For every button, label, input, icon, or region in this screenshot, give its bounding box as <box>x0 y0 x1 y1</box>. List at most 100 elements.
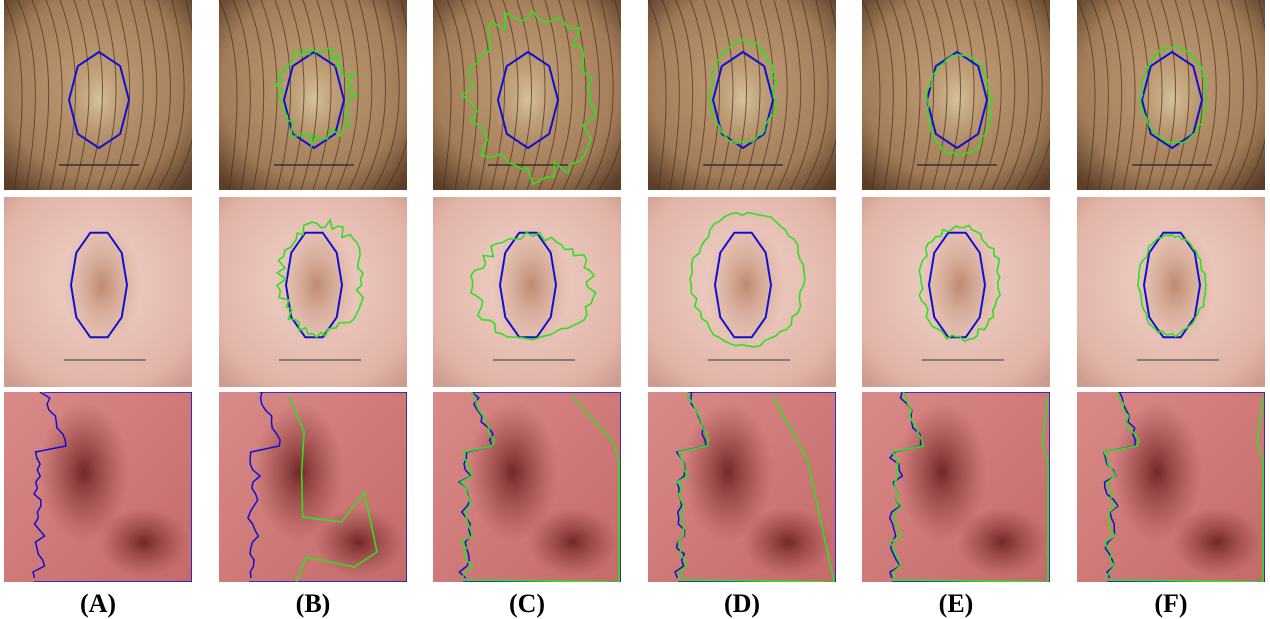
hair <box>991 0 1016 190</box>
lesion <box>39 402 129 542</box>
hair <box>97 0 117 190</box>
segmentation-contour <box>273 47 359 149</box>
lesion <box>683 402 773 542</box>
ground-truth-contour <box>247 392 407 582</box>
segmentation-contour <box>1102 392 1264 582</box>
segmentation-contour <box>469 231 597 341</box>
image-panel <box>1077 392 1265 582</box>
hair <box>433 0 452 190</box>
hair <box>661 0 680 190</box>
hair <box>789 0 815 190</box>
ground-truth-contour <box>32 392 192 582</box>
hair <box>967 0 989 190</box>
panel-label: (D) <box>724 589 760 618</box>
segmentation-contour <box>675 392 835 582</box>
lesion <box>64 50 134 150</box>
hair <box>169 0 192 190</box>
hair <box>133 0 158 190</box>
segmentation-contour <box>888 392 1049 582</box>
hair <box>526 0 546 190</box>
ground-truth-contour <box>498 231 558 339</box>
hair <box>446 0 465 190</box>
hair <box>1230 0 1258 190</box>
hair <box>1218 0 1244 190</box>
lesion <box>708 50 778 150</box>
hair <box>246 0 265 190</box>
segmentation-contour <box>925 53 994 157</box>
hair <box>1194 0 1217 190</box>
image-panel <box>4 197 192 387</box>
image-panel <box>648 392 836 582</box>
image-panel <box>648 197 836 387</box>
ground-truth-contour <box>69 231 129 339</box>
hair <box>145 0 171 190</box>
hair <box>157 0 185 190</box>
hair <box>550 0 573 190</box>
hair <box>903 0 921 190</box>
image-panel <box>1077 197 1265 387</box>
ground-truth-contour <box>927 231 987 339</box>
lesion <box>279 50 349 150</box>
hair <box>232 0 251 190</box>
hair <box>801 0 829 190</box>
image-panel <box>433 0 621 190</box>
hair <box>1182 0 1204 190</box>
hair <box>598 0 621 190</box>
segmentation-contour <box>1139 45 1208 145</box>
image-panel <box>862 0 1050 190</box>
hair <box>1027 0 1050 190</box>
hair <box>31 0 50 190</box>
segmentation-contour <box>460 9 598 186</box>
hair <box>109 0 131 190</box>
lesion <box>277 225 357 345</box>
ground-truth-contour <box>496 50 560 150</box>
hair <box>17 0 36 190</box>
hair <box>1090 0 1109 190</box>
hair <box>348 0 373 190</box>
image-panel <box>648 0 836 190</box>
hair <box>875 0 894 190</box>
segmentation-contour <box>288 396 378 582</box>
hair <box>1003 0 1029 190</box>
lesion <box>1135 225 1215 345</box>
hair <box>324 0 346 190</box>
hair <box>360 0 386 190</box>
lesion <box>1172 507 1262 577</box>
lesion <box>743 507 833 577</box>
panel-label: (B) <box>296 589 331 618</box>
lesion <box>957 507 1047 577</box>
hair <box>562 0 587 190</box>
panel-label: (C) <box>509 589 545 618</box>
hair <box>1206 0 1231 190</box>
hair <box>979 0 1002 190</box>
hair <box>460 0 479 190</box>
ground-truth-contour <box>1102 392 1265 582</box>
image-panel <box>219 197 407 387</box>
hair <box>586 0 614 190</box>
lesion <box>99 507 189 577</box>
hair <box>45 0 63 190</box>
image-panel <box>4 392 192 582</box>
ground-truth-contour <box>67 50 131 150</box>
hair <box>1170 0 1190 190</box>
hair <box>648 0 667 190</box>
hair <box>955 0 975 190</box>
hair <box>777 0 802 190</box>
segmentation-contour <box>918 224 1001 343</box>
lesion <box>254 402 344 542</box>
ground-truth-contour <box>711 50 775 150</box>
hair <box>1118 0 1136 190</box>
ground-truth-contour <box>1140 50 1204 150</box>
hair <box>4 0 23 190</box>
image-panel <box>4 0 192 190</box>
hair <box>765 0 788 190</box>
hair <box>1077 0 1096 190</box>
lesion <box>922 50 992 150</box>
hair <box>372 0 400 190</box>
image-panel <box>862 197 1050 387</box>
hair <box>538 0 560 190</box>
lesion <box>1137 50 1207 150</box>
segmentation-contour <box>708 38 778 145</box>
